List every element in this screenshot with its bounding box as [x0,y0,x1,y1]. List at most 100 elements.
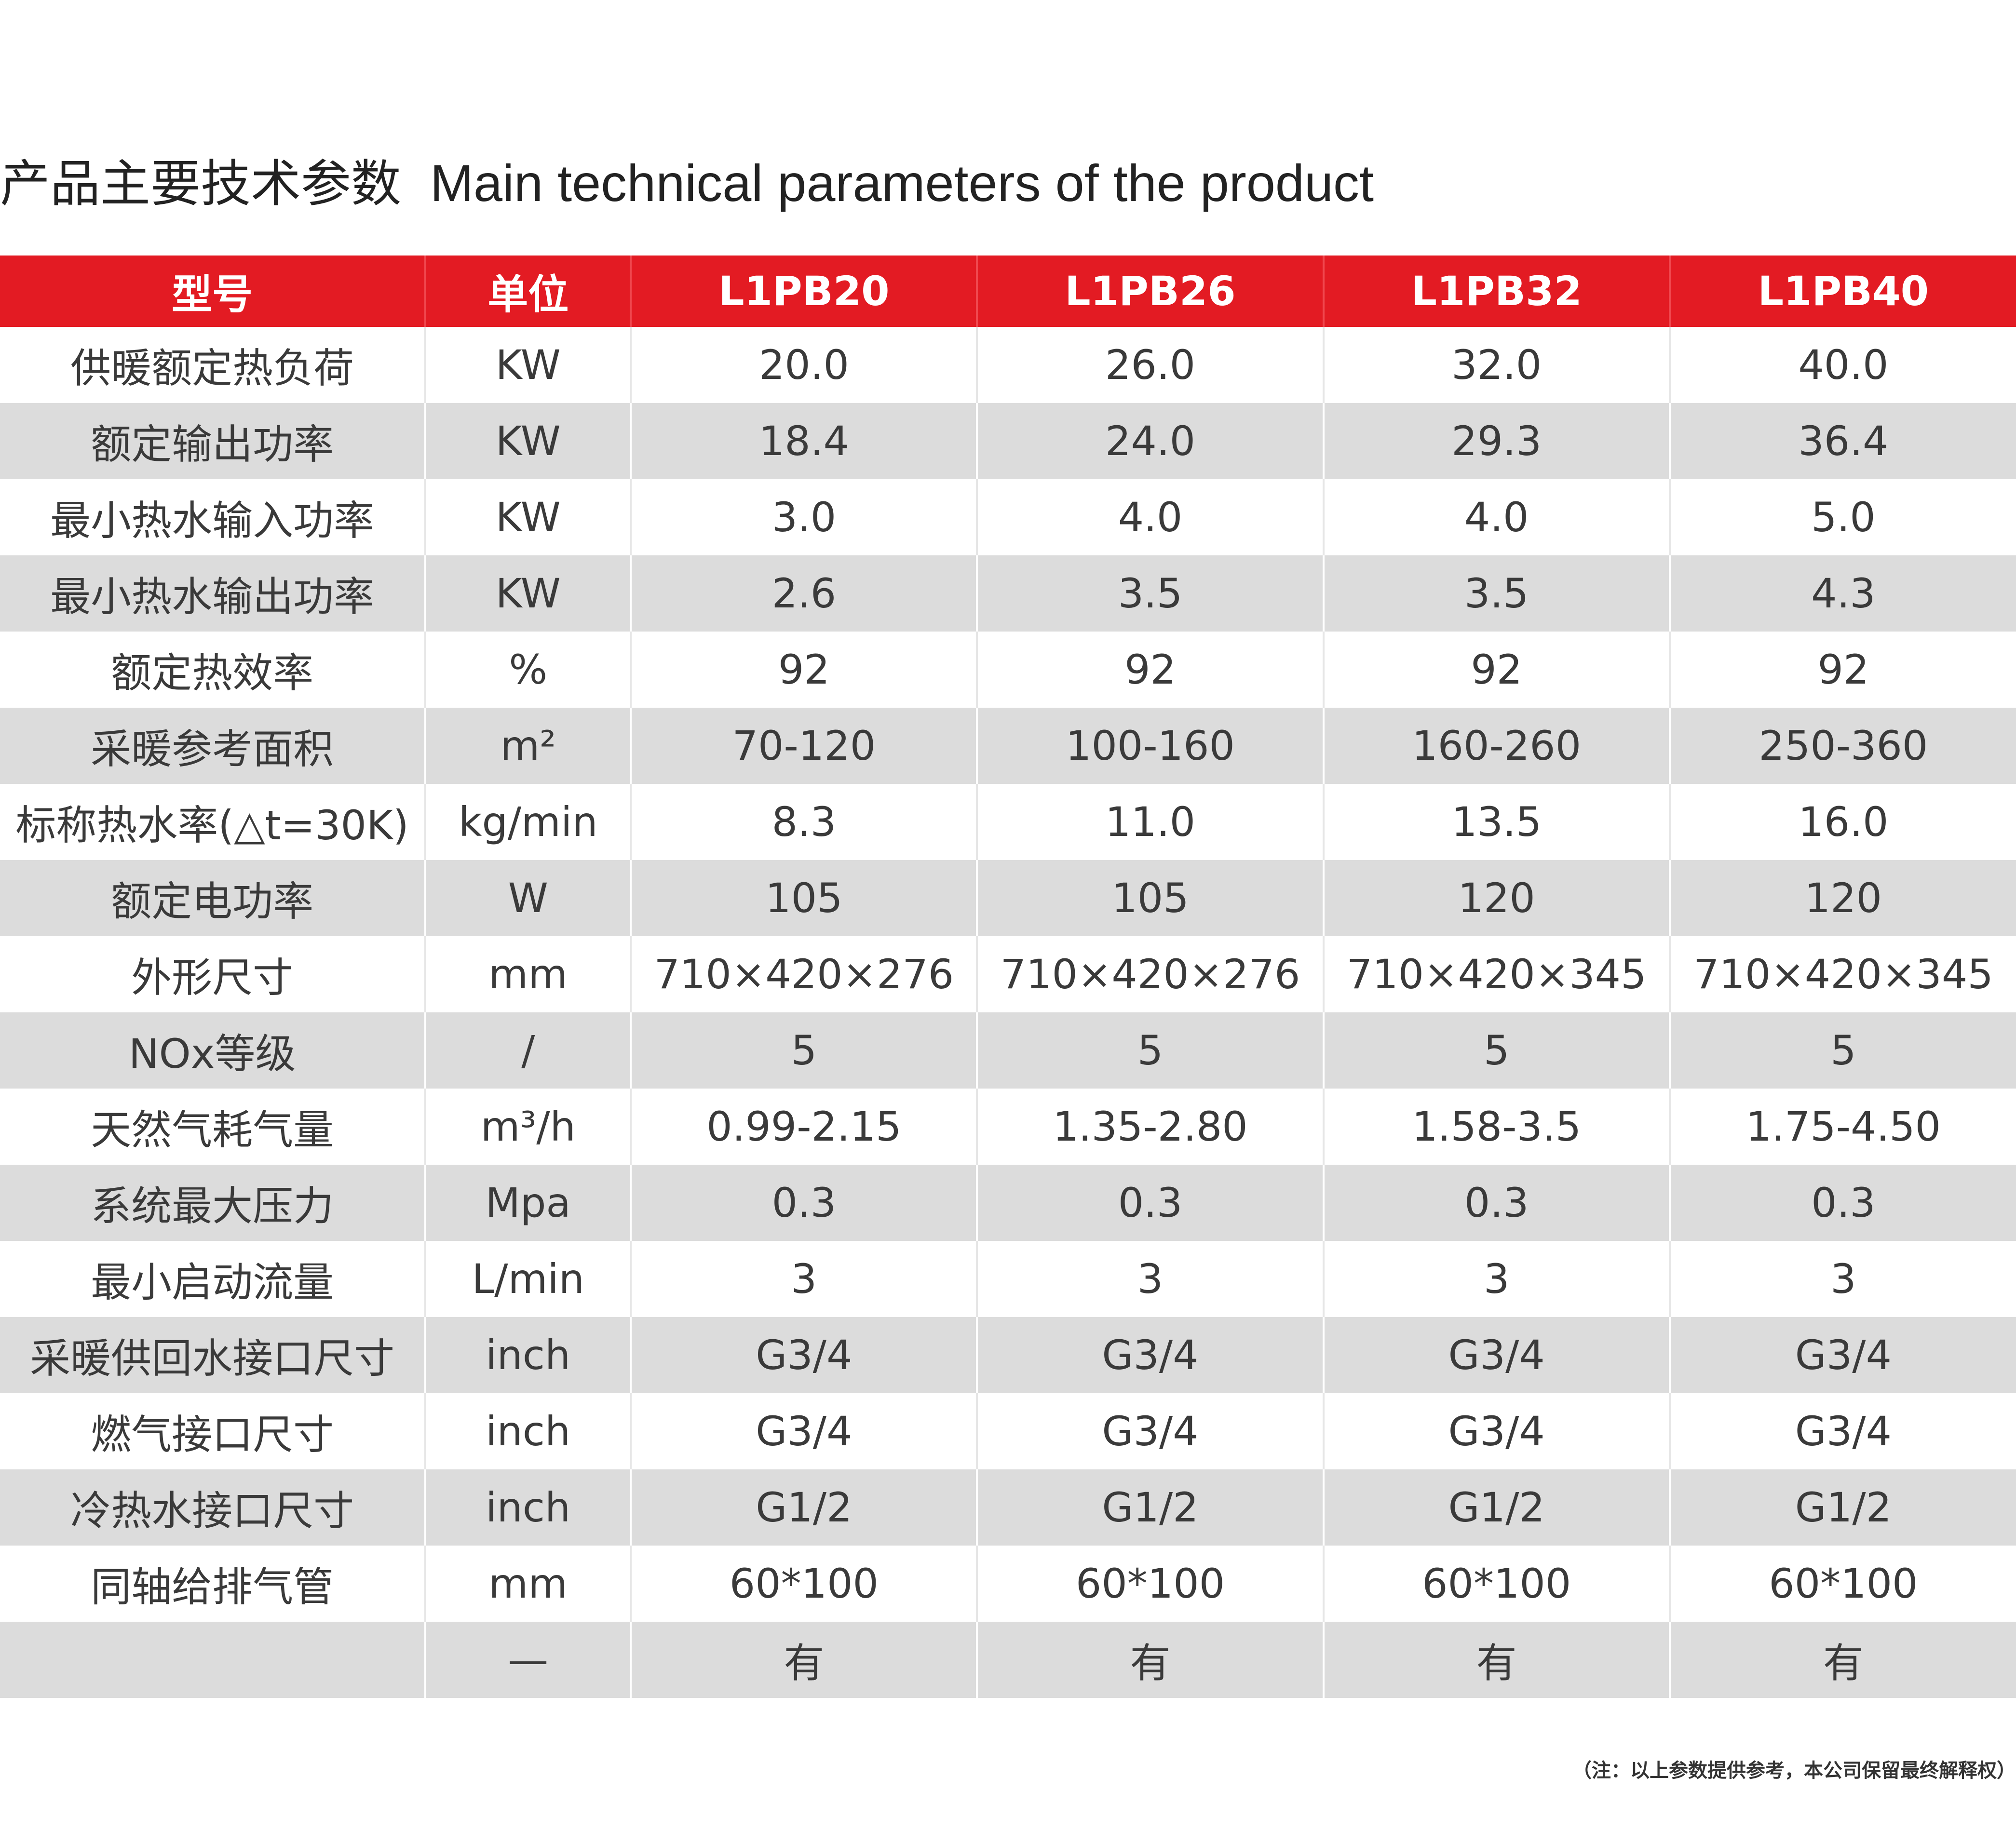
parameter-value: G3/4 [1669,1317,2016,1393]
parameter-value: 18.4 [631,403,978,479]
parameter-unit: m³/h [425,1089,632,1165]
table-row: 外形尺寸 mm 710×420×276 710×420×276 710×420×345 7… [0,936,2016,1012]
parameter-value: 105 [631,860,978,936]
parameter-value: 0.3 [977,1165,1325,1241]
table-row: 最小启动流量 L/min 3 3 3 3 [0,1241,2016,1317]
parameter-value: G3/4 [977,1393,1325,1469]
parameter-name: 采暖供回水接口尺寸 [0,1317,427,1393]
parameter-value: 3.5 [1323,555,1671,632]
parameter-unit: KW [425,403,632,479]
parameter-value: 32.0 [1323,327,1671,403]
parameter-value: 710×420×345 [1323,936,1671,1012]
parameter-value: 11.0 [977,784,1325,860]
table-row: 最小热水输入功率 KW 3.0 4.0 4.0 5.0 [0,479,2016,555]
parameter-value: 4.0 [1323,479,1671,555]
parameter-value: 120 [1669,860,2016,936]
parameter-value: 60*100 [1323,1546,1671,1622]
parameter-name: 同轴给排气管 [0,1546,427,1622]
parameter-value: 26.0 [977,327,1325,403]
column-header: L1PB32 [1323,256,1671,327]
table-row: 冷热水接口尺寸 inch G1/2 G1/2 G1/2 G1/2 [0,1469,2016,1546]
parameter-unit: KW [425,479,632,555]
parameter-value: 4.3 [1669,555,2016,632]
parameter-value: G1/2 [1669,1469,2016,1546]
table-row: 供暖额定热负荷 KW 20.0 26.0 32.0 40.0 [0,327,2016,403]
parameter-value: 3 [1323,1241,1671,1317]
parameter-unit: inch [425,1469,632,1546]
parameter-value: 710×420×345 [1669,936,2016,1012]
parameter-unit: KW [425,555,632,632]
table-row: 额定热效率% 92 92 92 92 [0,632,2016,708]
column-header: L1PB40 [1669,256,2016,327]
parameter-unit: KW [425,327,632,403]
parameter-unit: % [425,632,632,708]
table-row: 燃气接口尺寸 inch G3/4 G3/4 G3/4 G3/4 [0,1393,2016,1469]
parameter-value: 120 [1323,860,1671,936]
parameter-value: 4.0 [977,479,1325,555]
parameter-value: G3/4 [1323,1393,1671,1469]
parameter-unit: W [425,860,632,936]
parameter-value: 8.3 [631,784,978,860]
parameter-value: 3.0 [631,479,978,555]
parameter-value: 60*100 [977,1546,1325,1622]
parameter-value: 70-120 [631,708,978,784]
parameter-value: 0.99-2.15 [631,1089,978,1165]
parameter-name: 燃气接口尺寸 [0,1393,427,1469]
parameter-value: 3 [977,1241,1325,1317]
parameter-unit: mm [425,936,632,1012]
parameter-unit: inch [425,1393,632,1469]
parameter-value: G3/4 [631,1317,978,1393]
parameter-value: 1.75-4.50 [1669,1089,2016,1165]
parameter-name: 供暖额定热负荷 [0,327,427,403]
parameter-name: 最小启动流量 [0,1241,427,1317]
parameter-name: 采暖参考面积 [0,708,427,784]
parameter-unit: inch [425,1317,632,1393]
parameter-value: 5 [631,1012,978,1089]
parameter-value: 24.0 [977,403,1325,479]
parameter-value: 36.4 [1669,403,2016,479]
parameter-value: 0.3 [631,1165,978,1241]
table-row: 标称热水率(△t=30K) kg/min 8.3 11.0 13.5 16.0 [0,784,2016,860]
parameter-name: 外形尺寸 [0,936,427,1012]
parameter-value: 160-260 [1323,708,1671,784]
parameter-name: 冷热水接口尺寸 [0,1469,427,1546]
parameter-value: 40.0 [1669,327,2016,403]
parameter-value: G3/4 [977,1317,1325,1393]
spec-table: 型号 单位 L1PB20 L1PB26 L1PB32 L1PB40 供暖额定热负荷 KW 20… [0,256,2016,1698]
parameter-value: 92 [1669,632,2016,708]
parameter-value: G1/2 [631,1469,978,1546]
parameter-value: 60*100 [1669,1546,2016,1622]
table-body: 供暖额定热负荷 KW 20.0 26.0 32.0 40.0 额定输出功率 KW 18.4 24.… [0,327,2016,1698]
table-row: 采暖供回水接口尺寸 inch G3/4 G3/4 G3/4 G3/4 [0,1317,2016,1393]
column-header: 单位 [425,256,632,327]
parameter-value: 3 [1669,1241,2016,1317]
parameter-value: 92 [1323,632,1671,708]
parameter-value: 0.3 [1323,1165,1671,1241]
parameter-value: 有 [631,1622,978,1698]
parameter-value: G3/4 [1669,1393,2016,1469]
parameter-name: 额定热效率 [0,632,427,708]
parameter-value: G1/2 [1323,1469,1671,1546]
table-row: 同轴给排气管 mm 60*100 60*100 60*100 60*100 [0,1546,2016,1622]
table-row: 系统最大压力 Mpa 0.3 0.3 0.3 0.3 [0,1165,2016,1241]
parameter-value: 92 [631,632,978,708]
parameter-name: 标称热水率(△t=30K) [0,784,427,860]
table-header-row: 型号 单位 L1PB20 L1PB26 L1PB32 L1PB40 [0,256,2016,327]
parameter-value: 1.58-3.5 [1323,1089,1671,1165]
parameter-value: G3/4 [1323,1317,1671,1393]
parameter-value: 有 [1323,1622,1671,1698]
title-en: Main technical parameters of the product [430,154,1374,212]
parameter-value: 有 [977,1622,1325,1698]
parameter-value: 250-360 [1669,708,2016,784]
parameter-value: 13.5 [1323,784,1671,860]
table-row: 采暖参考面积 m² 70-120 100-160 160-260 250-360 [0,708,2016,784]
parameter-name: NOx等级 [0,1012,427,1089]
parameter-value: 0.3 [1669,1165,2016,1241]
parameter-name: 系统最大压力 [0,1165,427,1241]
parameter-value: 20.0 [631,327,978,403]
parameter-unit: / [425,1012,632,1089]
column-header: 型号 [0,256,427,327]
parameter-value: 5.0 [1669,479,2016,555]
parameter-value: 105 [977,860,1325,936]
parameter-name: 额定输出功率 [0,403,427,479]
